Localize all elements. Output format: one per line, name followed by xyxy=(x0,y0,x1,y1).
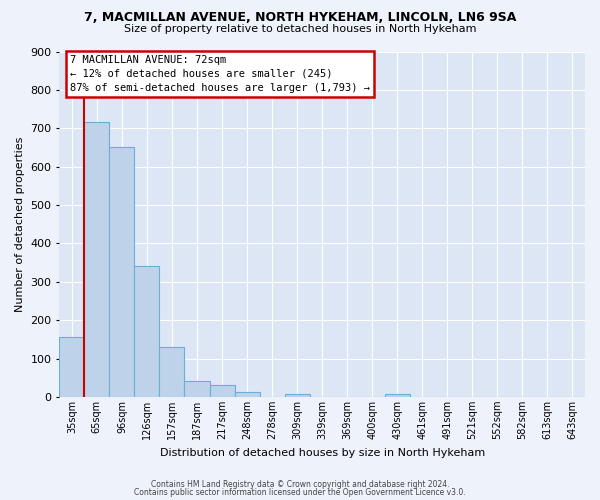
Bar xyxy=(385,394,410,397)
Text: 7 MACMILLAN AVENUE: 72sqm
← 12% of detached houses are smaller (245)
87% of semi: 7 MACMILLAN AVENUE: 72sqm ← 12% of detac… xyxy=(70,55,370,93)
Bar xyxy=(109,148,134,397)
Text: Contains HM Land Registry data © Crown copyright and database right 2024.: Contains HM Land Registry data © Crown c… xyxy=(151,480,449,489)
Bar xyxy=(184,381,209,397)
Y-axis label: Number of detached properties: Number of detached properties xyxy=(15,136,25,312)
Bar xyxy=(85,122,109,397)
Bar xyxy=(235,392,260,397)
Text: Size of property relative to detached houses in North Hykeham: Size of property relative to detached ho… xyxy=(124,24,476,34)
Text: 7, MACMILLAN AVENUE, NORTH HYKEHAM, LINCOLN, LN6 9SA: 7, MACMILLAN AVENUE, NORTH HYKEHAM, LINC… xyxy=(84,11,516,24)
Bar xyxy=(284,394,310,397)
Bar xyxy=(209,386,235,397)
Bar xyxy=(134,266,160,397)
X-axis label: Distribution of detached houses by size in North Hykeham: Distribution of detached houses by size … xyxy=(160,448,485,458)
Bar xyxy=(160,347,184,397)
Text: Contains public sector information licensed under the Open Government Licence v3: Contains public sector information licen… xyxy=(134,488,466,497)
Bar xyxy=(59,338,85,397)
